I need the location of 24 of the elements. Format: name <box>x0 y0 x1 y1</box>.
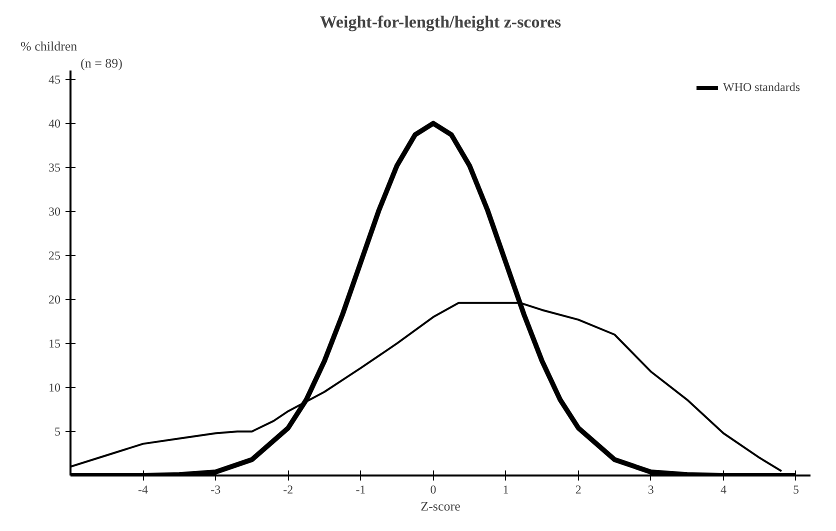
legend-label: WHO standards <box>723 80 800 95</box>
x-tick-label: 3 <box>648 482 654 496</box>
y-tick-label: 15 <box>48 336 60 350</box>
x-tick-label: -1 <box>356 482 366 496</box>
y-tick-label: 35 <box>48 160 60 174</box>
y-axis-title: % children <box>20 38 78 54</box>
text: (n = 89) <box>80 56 122 70</box>
y-tick-label: 30 <box>48 204 60 218</box>
y-tick-label: 40 <box>48 116 60 130</box>
x-tick-label: 4 <box>720 482 726 496</box>
y-tick-label: 45 <box>48 72 60 86</box>
x-tick-label: -2 <box>283 482 294 496</box>
y-tick-label: 25 <box>48 248 60 262</box>
x-tick-label: 1 <box>502 482 509 496</box>
y-tick-label: 10 <box>48 380 60 394</box>
x-tick-label: 0 <box>430 482 436 496</box>
x-tick-label: 5 <box>792 482 799 496</box>
x-tick-label: -3 <box>210 482 221 496</box>
x-tick-label: -4 <box>138 482 148 496</box>
y-tick-label: 20 <box>48 292 60 306</box>
y-tick-label: 5 <box>54 424 60 438</box>
chart-title: Weight-for-length/height z-scores <box>320 12 562 32</box>
x-axis-title: Z-score <box>420 498 461 514</box>
x-tick-label: 2 <box>575 482 582 496</box>
